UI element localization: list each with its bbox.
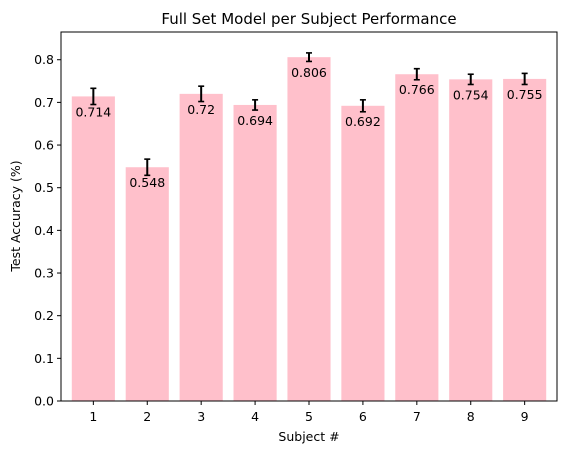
data-label-subject-4: 0.694 — [237, 113, 273, 128]
data-label-subject-6: 0.692 — [345, 114, 381, 129]
bar-subject-4 — [233, 104, 277, 401]
x-tick-label: 6 — [359, 409, 367, 424]
y-tick-label: 0.0 — [34, 394, 54, 409]
chart-title: Full Set Model per Subject Performance — [161, 10, 456, 28]
error-bars — [90, 52, 528, 177]
error-bar-subject-9 — [521, 72, 528, 86]
bars — [71, 57, 547, 402]
y-axis: 0.0 0.1 0.2 0.3 0.4 0.5 0.6 0.7 0.8 — [34, 52, 61, 409]
y-tick-label: 0.6 — [34, 138, 54, 153]
x-tick-label: 4 — [251, 409, 259, 424]
y-tick-label: 0.3 — [34, 266, 54, 281]
x-axis-label: Subject # — [278, 429, 339, 444]
x-tick-label: 3 — [197, 409, 205, 424]
bar-subject-9 — [503, 78, 547, 401]
y-tick-label: 0.5 — [34, 180, 54, 195]
data-label-subject-3: 0.72 — [187, 102, 215, 117]
bar-subject-2 — [125, 167, 169, 401]
bar-subject-1 — [71, 96, 115, 401]
y-tick-label: 0.4 — [34, 223, 54, 238]
data-label-subject-5: 0.806 — [291, 65, 327, 80]
error-bar-subject-2 — [144, 158, 151, 177]
bar-subject-5 — [287, 57, 331, 401]
bar-subject-8 — [449, 79, 493, 402]
x-tick-label: 7 — [413, 409, 421, 424]
y-tick-label: 0.2 — [34, 308, 54, 323]
error-bar-subject-8 — [467, 73, 474, 86]
y-tick-label: 0.8 — [34, 52, 54, 67]
error-bar-subject-4 — [252, 99, 259, 111]
y-tick-label: 0.7 — [34, 95, 54, 110]
x-axis: 1 2 3 4 5 6 7 8 9 — [89, 401, 529, 424]
error-bar-subject-1 — [90, 87, 97, 106]
y-tick-label: 0.1 — [34, 351, 54, 366]
data-label-subject-2: 0.548 — [129, 175, 165, 190]
y-axis-label: Test Accuracy (%) — [8, 160, 23, 272]
x-tick-label: 1 — [89, 409, 97, 424]
x-tick-label: 2 — [143, 409, 151, 424]
error-bar-subject-6 — [359, 99, 366, 113]
data-label-subject-9: 0.755 — [507, 87, 543, 102]
error-bar-subject-5 — [306, 52, 312, 63]
bar-subject-3 — [179, 93, 223, 401]
bar-subject-6 — [341, 105, 385, 402]
error-bar-subject-7 — [413, 67, 420, 81]
data-label-subject-1: 0.714 — [75, 104, 111, 119]
x-tick-label: 5 — [305, 409, 313, 424]
data-label-subject-8: 0.754 — [453, 87, 489, 102]
data-label-subject-7: 0.766 — [399, 82, 435, 97]
x-tick-label: 9 — [521, 409, 529, 424]
x-tick-label: 8 — [467, 409, 475, 424]
error-bar-subject-3 — [198, 85, 205, 103]
data-labels: 0.714 0.548 0.72 0.694 0.806 0.692 0.766 0.754 0… — [75, 65, 542, 190]
bar-subject-7 — [395, 74, 439, 402]
